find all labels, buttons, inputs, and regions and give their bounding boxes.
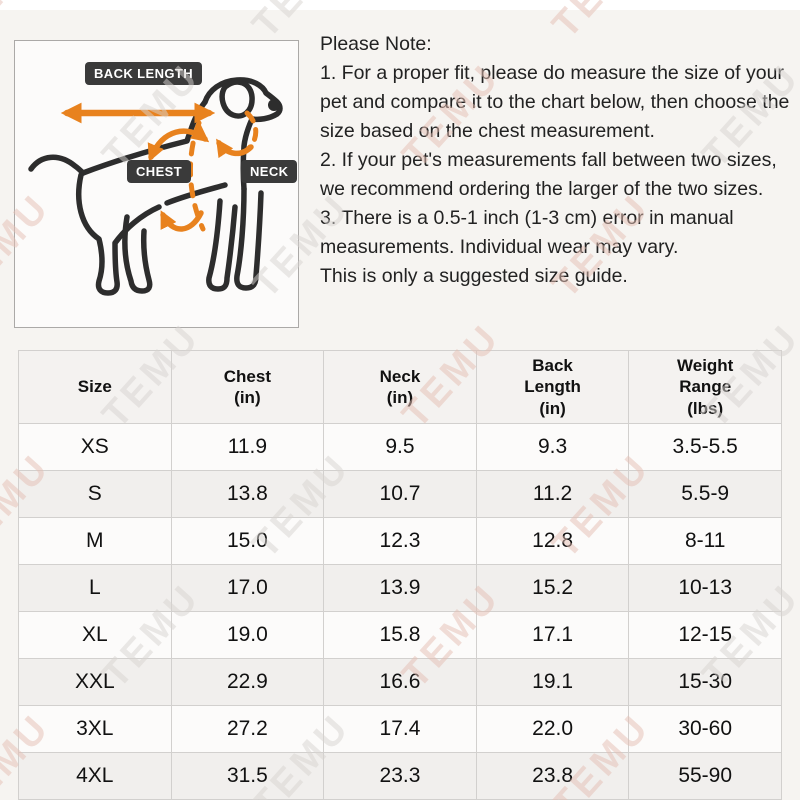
cell-chest: 13.8 xyxy=(170,470,325,518)
cell-neck: 16.6 xyxy=(323,658,477,706)
chest-badge: CHEST xyxy=(127,160,192,183)
top-strip xyxy=(0,0,800,10)
table-row: L 17.0 13.9 15.2 10-13 xyxy=(18,564,782,612)
cell-size: S xyxy=(18,470,172,518)
cell-neck: 12.3 xyxy=(323,517,477,565)
note-title: Please Note: xyxy=(320,33,432,55)
cell-weight: 15-30 xyxy=(628,658,782,706)
table-row: M 15.0 12.3 12.8 8-11 xyxy=(18,517,782,565)
cell-weight: 55-90 xyxy=(628,752,782,800)
dog-nose xyxy=(268,99,280,111)
cell-size: XS xyxy=(18,423,172,471)
cell-size: 4XL xyxy=(18,752,172,800)
cell-back-length: 23.8 xyxy=(475,752,630,800)
cell-back-length: 12.8 xyxy=(475,517,630,565)
table-row: XS 11.9 9.5 9.3 3.5-5.5 xyxy=(18,423,782,471)
note-paragraph-1: 1. For a proper fit, please do measure t… xyxy=(320,62,790,142)
cell-back-length: 22.0 xyxy=(475,705,630,753)
back-length-badge: BACK LENGTH xyxy=(85,62,203,85)
cell-chest: 11.9 xyxy=(170,423,325,471)
header-neck: Neck (in) xyxy=(323,350,477,424)
shoulder-curved-arrow xyxy=(147,124,210,162)
dog-diagram-svg xyxy=(28,77,283,296)
cell-neck: 23.3 xyxy=(323,752,477,800)
cell-weight: 3.5-5.5 xyxy=(628,423,782,471)
cell-chest: 27.2 xyxy=(170,705,325,753)
neck-curved-arrow xyxy=(216,138,254,159)
header-chest: Chest (in) xyxy=(170,350,325,424)
cell-neck: 17.4 xyxy=(323,705,477,753)
table-row: 4XL 31.5 23.3 23.8 55-90 xyxy=(18,752,782,800)
cell-neck: 9.5 xyxy=(323,423,477,471)
table-row: XXL 22.9 16.6 19.1 15-30 xyxy=(18,658,782,706)
cell-size: XXL xyxy=(18,658,172,706)
header-size: Size xyxy=(18,350,172,424)
cell-weight: 10-13 xyxy=(628,564,782,612)
cell-size: XL xyxy=(18,611,172,659)
cell-chest: 22.9 xyxy=(170,658,325,706)
table-header-row: Size Chest (in) Neck (in) Back Length (i… xyxy=(18,350,782,424)
table-row: XL 19.0 15.8 17.1 12-15 xyxy=(18,611,782,659)
table-row: S 13.8 10.7 11.2 5.5-9 xyxy=(18,470,782,518)
belly-curved-arrow xyxy=(160,210,204,232)
cell-back-length: 17.1 xyxy=(475,611,630,659)
cell-back-length: 11.2 xyxy=(475,470,630,518)
note-paragraph-2: 2. If your pet's measurements fall betwe… xyxy=(320,149,777,200)
cell-weight: 12-15 xyxy=(628,611,782,659)
cell-size: L xyxy=(18,564,172,612)
size-chart-table: Size Chest (in) Neck (in) Back Length (i… xyxy=(18,350,782,800)
cell-chest: 15.0 xyxy=(170,517,325,565)
cell-neck: 13.9 xyxy=(323,564,477,612)
cell-back-length: 15.2 xyxy=(475,564,630,612)
header-back-length: Back Length (in) xyxy=(475,350,630,424)
cell-weight: 30-60 xyxy=(628,705,782,753)
please-note-section: Please Note: 1. For a proper fit, please… xyxy=(320,30,792,291)
note-paragraph-4: This is only a suggested size guide. xyxy=(320,265,628,287)
cell-back-length: 19.1 xyxy=(475,658,630,706)
cell-weight: 8-11 xyxy=(628,517,782,565)
cell-chest: 19.0 xyxy=(170,611,325,659)
cell-weight: 5.5-9 xyxy=(628,470,782,518)
cell-size: M xyxy=(18,517,172,565)
note-paragraph-3: 3. There is a 0.5-1 inch (1-3 cm) error … xyxy=(320,207,734,258)
cell-chest: 17.0 xyxy=(170,564,325,612)
dog-measurement-diagram: BACK LENGTH CHEST NECK xyxy=(14,40,299,328)
header-weight-range: Weight Range (lbs) xyxy=(628,350,782,424)
cell-size: 3XL xyxy=(18,705,172,753)
cell-neck: 10.7 xyxy=(323,470,477,518)
neck-badge: NECK xyxy=(241,160,298,183)
cell-chest: 31.5 xyxy=(170,752,325,800)
cell-neck: 15.8 xyxy=(323,611,477,659)
cell-back-length: 9.3 xyxy=(475,423,630,471)
table-row: 3XL 27.2 17.4 22.0 30-60 xyxy=(18,705,782,753)
